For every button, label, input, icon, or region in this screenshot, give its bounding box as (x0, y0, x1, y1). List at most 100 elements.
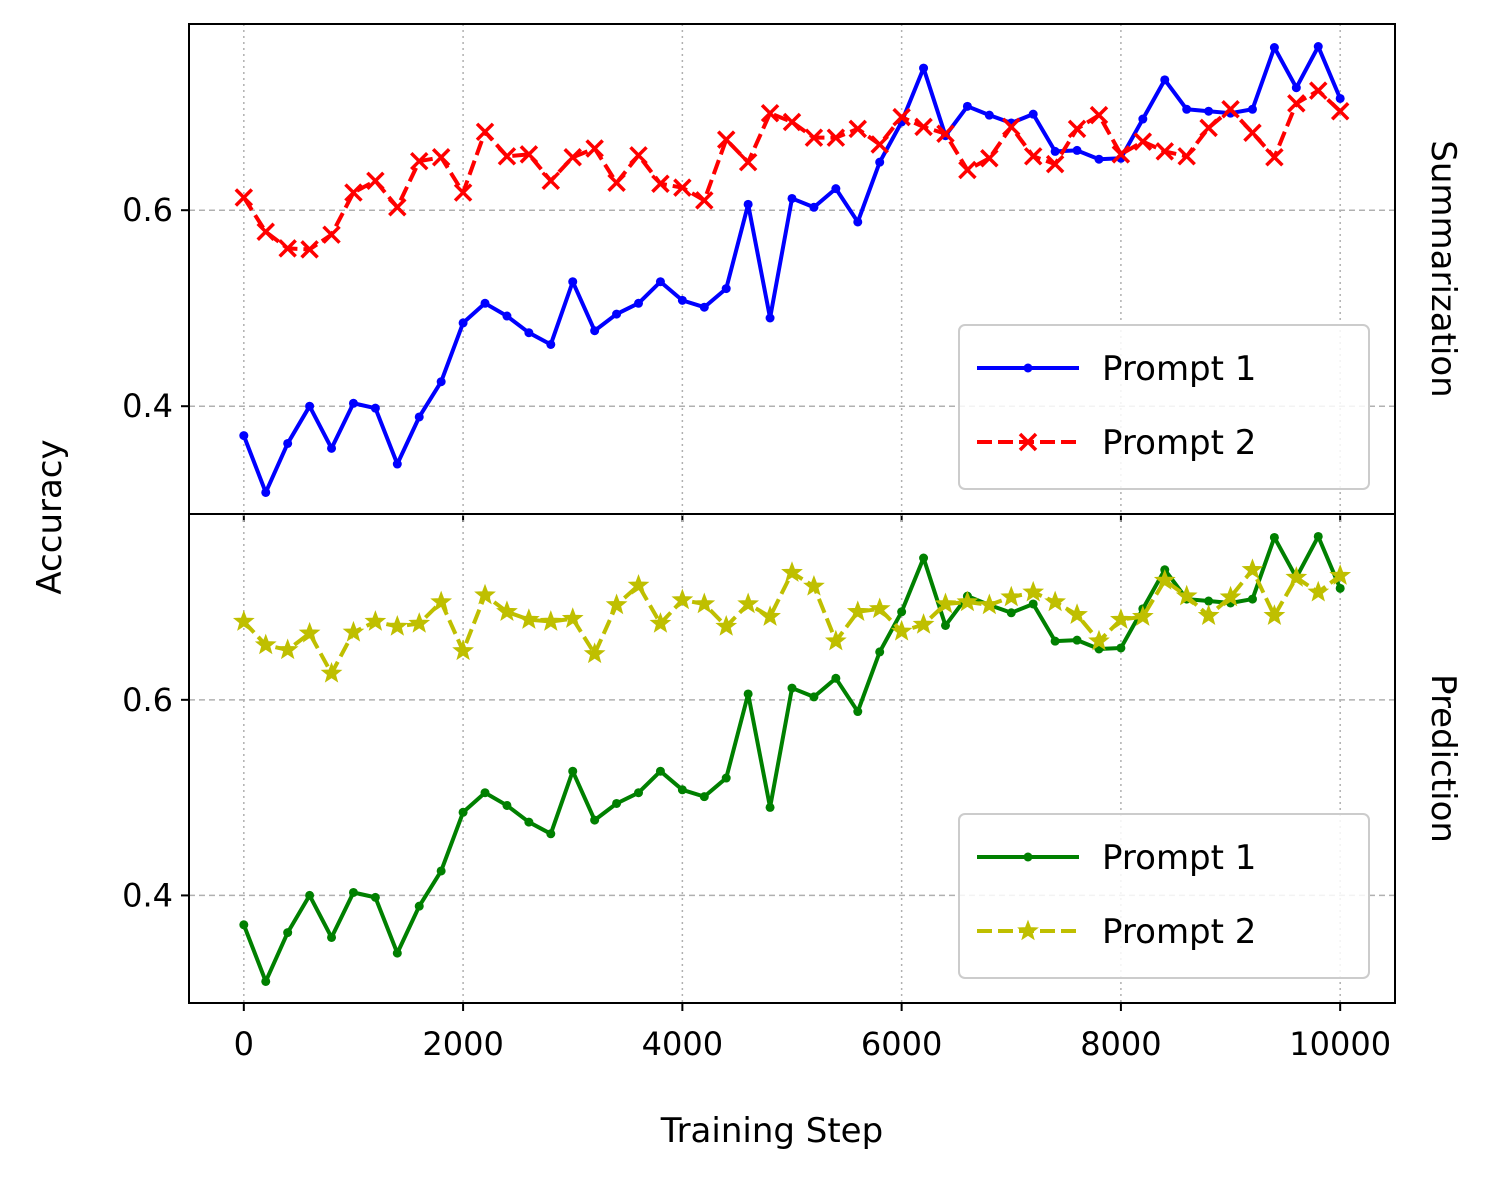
data-point-s0-37 (1050, 636, 1060, 646)
data-point-s1-43 (1175, 584, 1198, 606)
data-point-s1-8 (409, 151, 429, 171)
data-point-s1-25-stroke-b (782, 112, 802, 132)
panel-0-summarization: 0.4 0.6 Summarization Prompt 1 Prompt 2 (122, 23, 1463, 522)
data-point-s0-18 (634, 788, 644, 798)
data-point-s1-36 (1022, 580, 1045, 602)
data-point-s1-48-stroke-b (1287, 94, 1306, 113)
legend-marker-1 (1018, 432, 1038, 452)
data-point-s0-15 (568, 277, 578, 287)
data-point-s1-3 (300, 240, 319, 259)
data-point-s1-7 (386, 615, 409, 636)
data-point-s0-0 (239, 920, 249, 930)
data-point-s1-16-stroke-b (585, 139, 604, 158)
y-tick-label-0: 0.4 (122, 876, 173, 914)
data-point-s1-8-stroke-b (409, 151, 429, 171)
data-point-s0-29 (875, 647, 885, 657)
data-point-s1-34 (980, 149, 999, 168)
data-point-s1-49-stroke-b (1309, 81, 1328, 100)
data-point-s0-23 (743, 199, 753, 209)
data-point-s1-14 (541, 171, 561, 191)
data-point-s0-14 (546, 829, 556, 839)
data-point-s1-14-stroke-b (541, 171, 561, 191)
data-point-s0-14 (546, 339, 556, 349)
data-point-s1-42 (1155, 142, 1175, 161)
data-point-s0-28 (853, 217, 863, 227)
data-point-s0-43 (1182, 104, 1192, 114)
y-tick-label-1: 0.6 (122, 191, 173, 229)
data-point-s1-9-stroke-b (431, 148, 451, 167)
data-point-s0-49 (1313, 531, 1323, 541)
data-point-s1-4 (322, 225, 341, 244)
data-point-s0-20 (677, 785, 687, 795)
data-point-s1-2-stroke-b (278, 239, 297, 258)
data-point-s0-38 (1072, 635, 1082, 645)
data-point-s0-44 (1204, 596, 1214, 606)
data-point-s0-40 (1116, 643, 1126, 653)
data-point-s1-35 (1000, 585, 1023, 607)
data-point-s1-45 (1221, 100, 1240, 119)
data-point-s0-46 (1247, 594, 1257, 604)
data-point-s0-12 (502, 311, 512, 321)
data-point-s1-18 (627, 573, 650, 595)
data-point-s1-39-stroke-b (1089, 105, 1109, 125)
data-point-s1-8 (408, 612, 431, 633)
data-point-s1-7 (388, 198, 407, 217)
data-point-s0-0 (239, 431, 249, 441)
data-point-s0-27 (831, 673, 841, 683)
data-point-s1-28 (848, 119, 868, 139)
data-point-s0-37 (1050, 146, 1060, 156)
data-point-s1-0-stroke-b (234, 188, 254, 207)
data-point-s1-15 (563, 148, 582, 167)
legend-label-0: Prompt 1 (1102, 838, 1256, 878)
data-point-s1-26 (803, 574, 825, 596)
data-point-s1-43-stroke-b (1177, 147, 1196, 166)
data-point-s1-3 (298, 621, 321, 643)
data-point-s1-32 (936, 124, 955, 143)
x-tick-label-3: 6000 (861, 1025, 942, 1063)
data-point-s0-47 (1269, 532, 1279, 542)
data-point-s1-20-stroke-b (673, 178, 692, 197)
data-point-s1-15-stroke-b (563, 148, 582, 167)
data-point-s1-45-stroke-b (1221, 100, 1240, 119)
data-point-s1-22 (716, 130, 736, 149)
data-point-s1-11 (475, 122, 495, 142)
panel-label: Summarization (1423, 140, 1463, 397)
data-point-s0-22 (721, 284, 731, 294)
data-point-s0-42 (1160, 75, 1170, 85)
data-point-s0-6 (370, 403, 380, 413)
data-point-s0-33 (962, 101, 972, 111)
data-point-s1-45 (1219, 585, 1242, 607)
data-point-s1-29-stroke-b (870, 135, 889, 154)
data-point-s1-49 (1309, 81, 1328, 100)
data-point-s1-48 (1287, 94, 1306, 113)
data-point-s1-9 (431, 148, 451, 167)
data-point-s1-5 (342, 620, 365, 642)
data-point-s1-40-stroke-b (1111, 145, 1131, 164)
data-point-s1-14 (539, 610, 562, 631)
data-point-s1-16 (583, 642, 606, 664)
series-line-prompt-2 (242, 88, 1342, 252)
data-point-s1-28-stroke-b (848, 119, 868, 139)
data-point-s1-41 (1133, 132, 1153, 151)
data-point-s1-0 (232, 610, 255, 631)
data-point-s1-15 (561, 607, 584, 628)
data-point-s0-46 (1247, 104, 1257, 114)
data-point-s0-2 (283, 928, 293, 938)
data-point-s1-36-stroke-b (1023, 147, 1043, 166)
data-point-s1-27 (826, 128, 846, 147)
data-point-s1-9 (430, 590, 453, 612)
data-point-s1-11-stroke-b (475, 122, 495, 142)
data-point-s1-36 (1023, 147, 1043, 166)
data-point-s1-25 (782, 112, 802, 132)
data-point-s1-41 (1131, 605, 1154, 626)
data-point-s0-17 (612, 798, 622, 808)
data-point-s0-16 (590, 815, 600, 825)
data-point-s1-27 (824, 629, 847, 651)
x-tick-label-2: 4000 (642, 1025, 723, 1063)
data-point-s1-20 (673, 178, 692, 197)
data-point-s1-42-stroke-b (1155, 142, 1175, 161)
data-point-s1-19 (651, 174, 670, 193)
data-point-s1-7-stroke-b (388, 198, 407, 217)
data-point-s1-13-stroke-b (519, 145, 539, 164)
data-point-s0-7 (392, 459, 402, 469)
